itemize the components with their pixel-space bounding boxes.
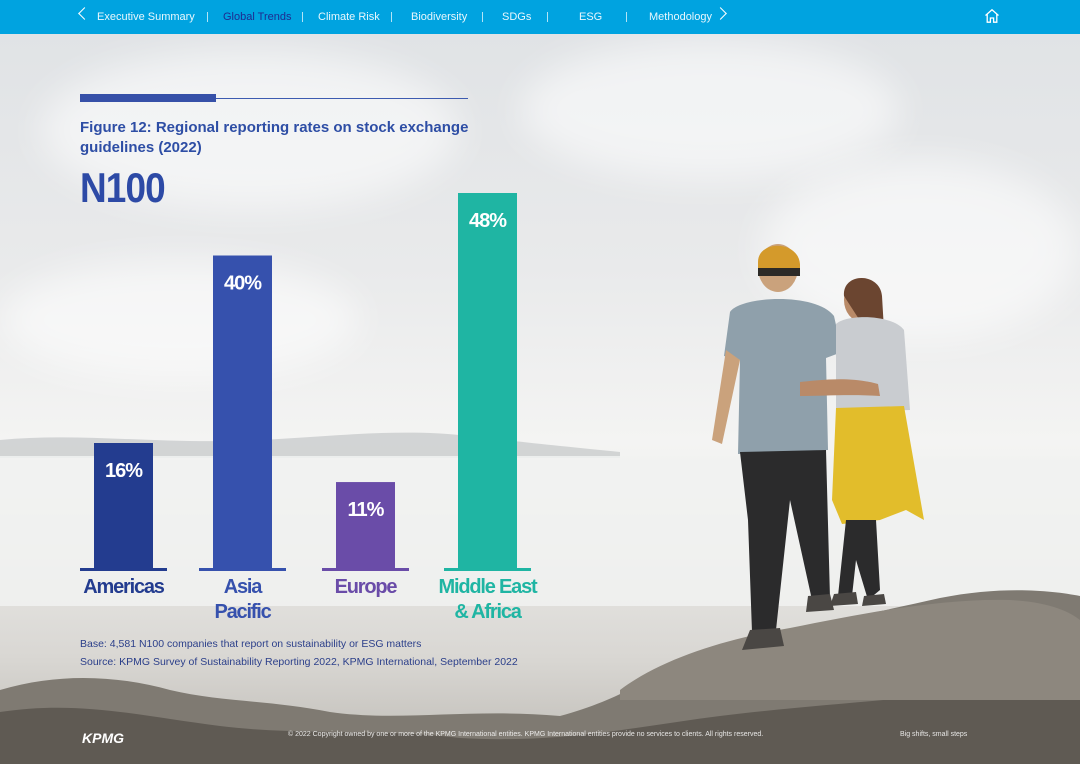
rock-ledge — [620, 599, 1080, 700]
title-rule — [80, 98, 468, 99]
nav-separator — [207, 12, 208, 22]
bar-baseline-asia-pacific — [199, 568, 286, 571]
bar-middle-east-africa — [458, 193, 517, 568]
nav-global-trends[interactable]: Global Trends — [223, 11, 292, 23]
title-rule-accent — [80, 94, 216, 102]
chevron-right-icon[interactable] — [714, 7, 727, 20]
home-icon[interactable] — [984, 8, 1000, 24]
top-navigation: Executive Summary Global Trends Climate … — [0, 0, 1080, 34]
footer-right-text: Big shifts, small steps — [900, 731, 968, 738]
value-label-europe: 11% — [348, 499, 385, 521]
category-label-middle-east-africa: & Africa — [454, 601, 522, 623]
category-label-europe: Europe — [335, 576, 398, 598]
nav-separator — [302, 12, 303, 22]
chevron-left-icon[interactable] — [78, 7, 91, 20]
nav-separator — [482, 12, 483, 22]
bar-americas — [94, 443, 153, 568]
bar-europe — [336, 482, 395, 568]
cloud — [0, 260, 360, 380]
nav-separator — [391, 12, 392, 22]
bar-baseline-middle-east-africa — [444, 568, 531, 571]
copyright-text: © 2022 Copyright owned by one or more of… — [288, 731, 764, 738]
nav-methodology[interactable]: Methodology — [649, 11, 712, 23]
source-note: Source: KPMG Survey of Sustainability Re… — [80, 656, 518, 668]
cloud — [40, 50, 460, 210]
nav-separator — [547, 12, 548, 22]
category-label-asia-pacific: Asia — [224, 576, 264, 598]
value-label-americas: 16% — [105, 460, 143, 482]
category-label-middle-east-africa: Middle East — [439, 576, 538, 598]
cloud — [520, 40, 900, 180]
kpmg-logo: KPMG — [82, 730, 124, 746]
bar-baseline-americas — [80, 568, 167, 571]
figure-subtitle: N100 — [80, 164, 166, 211]
man-figure — [712, 244, 842, 650]
nav-executive-summary[interactable]: Executive Summary — [97, 11, 195, 23]
kpmg-logo-text: KPMG — [82, 730, 124, 746]
rocks-front — [0, 687, 1080, 764]
value-label-middle-east-africa: 48% — [469, 210, 507, 232]
nav-separator — [626, 12, 627, 22]
woman-figure — [800, 278, 924, 606]
nav-climate-risk[interactable]: Climate Risk — [318, 11, 380, 23]
nav-esg[interactable]: ESG — [579, 11, 603, 23]
bar-asia-pacific — [213, 255, 272, 568]
nav-sdgs[interactable]: SDGs — [502, 11, 532, 23]
value-label-asia-pacific: 40% — [224, 273, 262, 295]
category-label-americas: Americas — [83, 576, 165, 598]
bar-baseline-europe — [322, 568, 409, 571]
nav-biodiversity[interactable]: Biodiversity — [411, 11, 468, 23]
base-note: Base: 4,581 N100 companies that report o… — [80, 638, 422, 650]
figure-title: Figure 12: Regional reporting rates on s… — [80, 119, 469, 156]
category-label-asia-pacific: Pacific — [214, 601, 271, 623]
